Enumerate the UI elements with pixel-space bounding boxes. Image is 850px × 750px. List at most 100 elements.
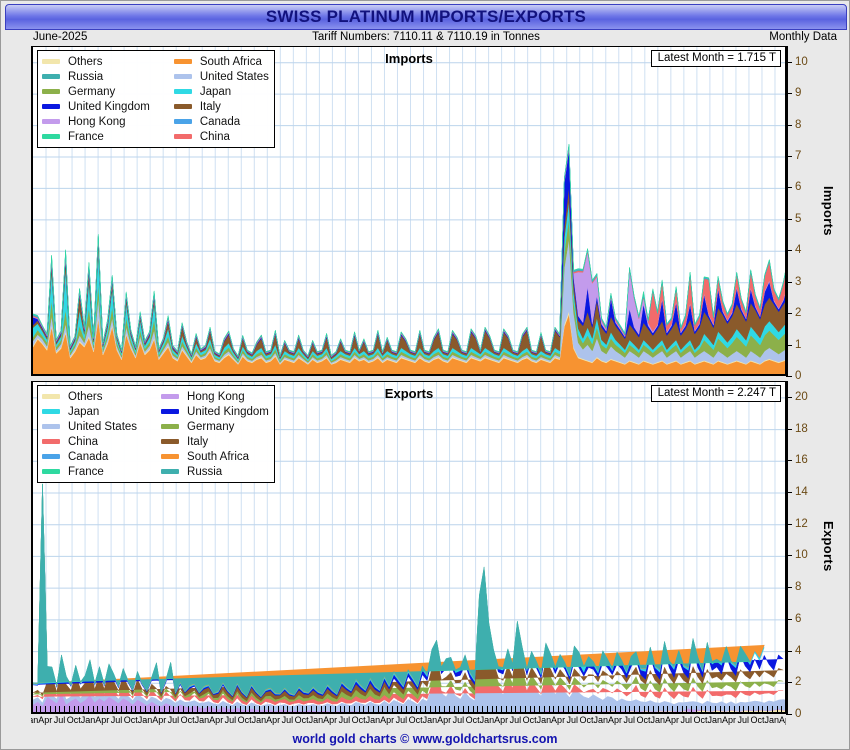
x-axis-tick (596, 706, 598, 713)
legend-swatch-icon (173, 104, 192, 109)
x-axis-tick-label: Apr (494, 715, 509, 725)
area-series (33, 608, 784, 706)
x-axis-tick (629, 706, 631, 713)
window-title-bar: SWISS PLATINUM IMPORTS/EXPORTS (5, 4, 847, 30)
y-axis-tick-label: 12 (795, 517, 808, 530)
legend-item: Italy (161, 434, 269, 449)
x-axis-tick (743, 706, 745, 713)
x-axis-tick (757, 706, 759, 713)
x-axis-tick (486, 706, 488, 713)
legend-item: United Kingdom (42, 99, 150, 114)
x-axis-tick (458, 706, 460, 713)
legend-item: China (173, 129, 269, 144)
y-axis-tick (786, 555, 792, 557)
legend-item: France (42, 129, 150, 144)
x-axis-tick (572, 706, 574, 713)
x-axis-tick (615, 706, 617, 713)
x-axis-tick (586, 706, 588, 713)
area-series (33, 186, 785, 360)
x-axis-tick (102, 706, 104, 713)
legend-swatch-icon (42, 469, 60, 474)
legend-item: United States (42, 419, 137, 434)
x-axis-tick (515, 706, 517, 713)
x-axis-tick (748, 706, 749, 713)
x-axis-tick (619, 706, 621, 713)
x-axis-tick (258, 706, 260, 713)
x-axis-tick (282, 706, 284, 713)
x-axis-tick (634, 706, 636, 713)
x-axis-tick (311, 706, 313, 713)
x-axis-tick-label: Apr (380, 715, 395, 725)
x-axis-tick-label: Jan (137, 715, 153, 725)
x-axis-labels: JanAprJulOctJanAprJulOctJanAprJulOctJanA… (31, 715, 786, 733)
x-axis-tick-label: Oct (636, 715, 651, 725)
x-axis-tick-label: Jan (251, 715, 267, 725)
y-axis-tick-label: 16 (795, 454, 808, 467)
y-axis-line (786, 46, 788, 376)
area-series (33, 144, 785, 357)
legend-item: Hong Kong (42, 114, 150, 129)
x-axis-tick (353, 706, 355, 713)
imports-y-axis-title: Imports (821, 186, 836, 236)
y-axis-tick-label: 10 (795, 55, 808, 68)
y-axis-tick-label: 4 (795, 644, 802, 657)
legend-label: Japan (199, 85, 232, 98)
x-axis-tick (344, 706, 346, 713)
y-axis-tick-label: 14 (795, 486, 808, 498)
y-axis-tick-label: 8 (795, 581, 802, 594)
x-axis-tick (600, 706, 602, 713)
x-axis-tick (638, 706, 640, 713)
x-axis-tick (786, 706, 787, 713)
legend-item: Others (42, 389, 137, 404)
x-axis-tick-label: Oct (693, 715, 708, 725)
legend-label: Others (68, 390, 103, 403)
area-series (33, 149, 785, 359)
legend-label: United States (68, 420, 138, 433)
x-axis-tick (35, 706, 37, 713)
x-axis-tick (111, 706, 113, 713)
x-axis-tick-label: Jul (737, 715, 750, 725)
x-axis-tick (444, 706, 446, 713)
x-axis-ticks (31, 706, 787, 714)
x-axis-tick-label: Oct (123, 715, 138, 725)
legend-label: United Kingdom (187, 405, 269, 418)
y-axis-tick-label: 0 (795, 708, 802, 720)
y-axis-tick (786, 281, 792, 283)
x-axis-tick (415, 706, 417, 713)
page-title: SWISS PLATINUM IMPORTS/EXPORTS (265, 7, 587, 26)
x-axis-tick (439, 706, 441, 713)
x-axis-tick-label: Jan (80, 715, 96, 725)
x-axis-tick (363, 706, 365, 713)
legend-item: Russia (161, 464, 269, 479)
x-axis-tick (705, 706, 707, 713)
area-series (33, 600, 784, 703)
x-axis-tick-label: Jul (110, 715, 123, 725)
y-axis-tick (786, 93, 792, 95)
x-axis-tick (714, 706, 716, 713)
x-axis-tick-label: Oct (750, 715, 765, 725)
legend-item: Canada (42, 449, 137, 464)
x-axis-tick (567, 706, 569, 713)
legend-swatch-icon (161, 394, 180, 399)
legend-label: China (68, 435, 99, 448)
x-axis-tick (40, 706, 42, 713)
x-axis-tick (140, 706, 142, 713)
legend-swatch-icon (42, 119, 60, 124)
x-axis-tick (263, 706, 265, 713)
area-series (33, 590, 784, 702)
x-axis-tick-label: Apr (722, 715, 737, 725)
x-axis-tick (211, 706, 213, 713)
y-axis-tick-label: 20 (795, 390, 808, 403)
x-axis-tick (581, 706, 583, 713)
x-axis-tick-label: Apr (95, 715, 110, 725)
x-axis-tick (448, 706, 450, 713)
legend-item: Canada (173, 114, 269, 129)
x-axis-tick (781, 706, 783, 713)
x-axis-tick (377, 706, 379, 713)
x-axis-tick (605, 706, 607, 713)
x-axis-tick (396, 706, 398, 713)
x-axis-tick-label: Jan (650, 715, 666, 725)
x-axis-tick (130, 706, 132, 713)
y-axis-tick (786, 156, 792, 157)
x-axis-tick (292, 706, 294, 713)
